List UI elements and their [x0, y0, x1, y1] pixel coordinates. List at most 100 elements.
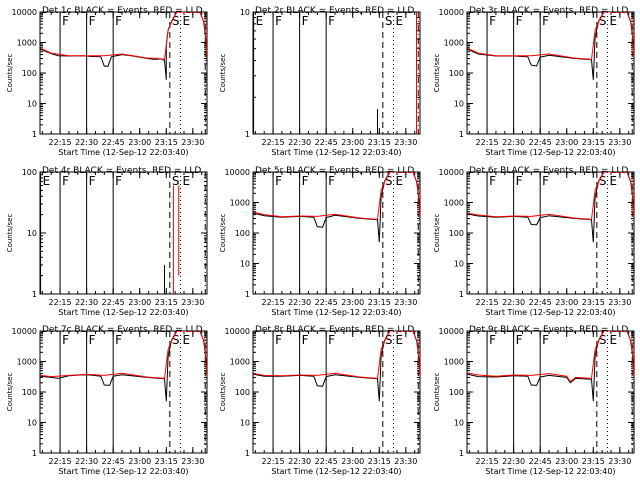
panel-7: Det 7c BLACK = Events, RED = LLD 1 10 100 10… — [6, 325, 208, 476]
x-tick-label: 22:30 — [75, 298, 98, 307]
y-axis-label: Counts/sec — [219, 373, 227, 412]
x-tick-label: 23:30 — [608, 298, 631, 307]
x-tick-label: 22:15 — [476, 457, 499, 466]
event-marker-label: F — [489, 174, 496, 188]
panel-4: Det 4r BLACK = Events, RED = LLD 1 10 100 Co… — [6, 166, 208, 317]
y-tick-label: 1 — [245, 290, 250, 299]
x-tick-label: 23:30 — [608, 138, 631, 147]
event-marker-label: E — [395, 174, 403, 188]
panel-title: Det 2r BLACK = Events, RED = LLD — [255, 6, 414, 16]
panel-5: Det 5r BLACK = Events, RED = LLD 1 10 100 10… — [219, 166, 421, 317]
y-tick-label: 1000 — [444, 199, 464, 208]
y-tick-label: 100 — [449, 229, 464, 238]
x-tick-label: 23:00 — [341, 138, 364, 147]
y-tick-label: 1 — [32, 449, 37, 458]
event-marker-label: E — [256, 14, 264, 28]
y-tick-label: 1 — [459, 449, 464, 458]
x-tick-label: 22:15 — [476, 298, 499, 307]
event-marker-label: F — [489, 333, 496, 347]
series-group — [40, 331, 207, 402]
y-tick-label: 100 — [235, 229, 250, 238]
panel-9: Det 9r BLACK = Events, RED = LLD 1 10 100 10… — [433, 325, 635, 476]
x-tick-label: 23:00 — [341, 298, 364, 307]
x-tick-label: 22:15 — [49, 298, 72, 307]
x-tick-label: 22:45 — [315, 457, 338, 466]
panel-title: Det 4r BLACK = Events, RED = LLD — [42, 166, 201, 176]
x-axis-label: Start Time (12-Sep-12 22:03:40) — [58, 467, 188, 476]
panel-title: Det 3r BLACK = Events, RED = LLD — [469, 6, 628, 16]
x-tick-label: 23:15 — [368, 457, 391, 466]
event-marker-label: E — [609, 174, 617, 188]
event-marker-label: S — [599, 14, 607, 28]
event-marker-label: F — [516, 333, 523, 347]
y-tick-label: 10 — [454, 260, 464, 269]
event-marker-label: S — [172, 174, 180, 188]
event-marker-label: F — [328, 174, 335, 188]
event-marker-label: F — [89, 14, 96, 28]
x-axis-label: Start Time (12-Sep-12 22:03:40) — [485, 467, 615, 476]
y-tick-label: 1 — [245, 130, 250, 139]
x-tick-label: 22:15 — [262, 298, 285, 307]
y-tick-label: 10000 — [225, 327, 250, 336]
y-tick-label: 10 — [27, 419, 37, 428]
event-marker-label: F — [516, 14, 523, 28]
x-tick-label: 23:15 — [582, 298, 605, 307]
panel-title: Det 5r BLACK = Events, RED = LLD — [255, 166, 414, 176]
panel-title: Det 1c BLACK = Events, RED = LLD — [42, 6, 203, 16]
y-tick-label: 1 — [459, 290, 464, 299]
x-axis-label: Start Time (12-Sep-12 22:03:40) — [58, 148, 188, 157]
x-tick-label: 23:00 — [128, 298, 151, 307]
x-tick-label: 22:30 — [75, 138, 98, 147]
event-marker-label: F — [62, 14, 69, 28]
x-tick-label: 23:00 — [341, 457, 364, 466]
x-tick-label: 22:45 — [102, 138, 125, 147]
x-tick-label: 22:30 — [502, 457, 525, 466]
event-marker-label: S — [385, 174, 393, 188]
x-tick-label: 23:00 — [555, 298, 578, 307]
x-tick-label: 23:30 — [608, 457, 631, 466]
event-marker-label: S — [172, 333, 180, 347]
x-tick-label: 22:30 — [502, 298, 525, 307]
x-tick-label: 23:30 — [181, 138, 204, 147]
y-tick-label: 1000 — [17, 358, 37, 367]
event-marker-label: E — [182, 174, 190, 188]
event-marker-label: E — [609, 14, 617, 28]
event-marker-label: F — [489, 14, 496, 28]
x-tick-label: 23:30 — [181, 457, 204, 466]
x-axis-label: Start Time (12-Sep-12 22:03:40) — [271, 148, 401, 157]
y-tick-label: 100 — [22, 388, 37, 397]
x-tick-label: 23:00 — [555, 457, 578, 466]
plot-frame — [39, 171, 208, 295]
x-axis-label: Start Time (12-Sep-12 22:03:40) — [271, 308, 401, 317]
x-tick-label: 22:30 — [502, 138, 525, 147]
x-tick-label: 23:30 — [394, 138, 417, 147]
plot-frame — [466, 11, 635, 135]
event-marker-label: F — [89, 174, 96, 188]
plot-frame — [39, 11, 208, 135]
y-tick-label: 10000 — [439, 8, 464, 17]
event-marker-label: E — [182, 14, 190, 28]
y-tick-label: 100 — [235, 388, 250, 397]
event-marker-label: F — [275, 14, 282, 28]
event-marker-label: S — [385, 333, 393, 347]
series-group — [467, 172, 634, 243]
y-tick-label: 10 — [27, 229, 37, 238]
y-tick-label: 1 — [32, 130, 37, 139]
x-tick-label: 22:45 — [529, 138, 552, 147]
event-marker-label: E — [395, 14, 403, 28]
event-marker-label: F — [115, 333, 122, 347]
x-tick-label: 22:45 — [315, 298, 338, 307]
plot-frame — [252, 11, 421, 135]
plot-frame — [466, 330, 635, 454]
series-group — [253, 331, 420, 402]
series-group — [467, 12, 634, 80]
y-axis-label: Counts/sec — [6, 54, 14, 93]
x-tick-label: 23:30 — [394, 457, 417, 466]
x-tick-label: 23:00 — [128, 457, 151, 466]
x-tick-label: 22:45 — [315, 138, 338, 147]
y-axis-label: Counts/sec — [219, 214, 227, 253]
event-marker-label: F — [542, 333, 549, 347]
y-tick-label: 10 — [240, 419, 250, 428]
lld-rate-line — [253, 172, 420, 220]
